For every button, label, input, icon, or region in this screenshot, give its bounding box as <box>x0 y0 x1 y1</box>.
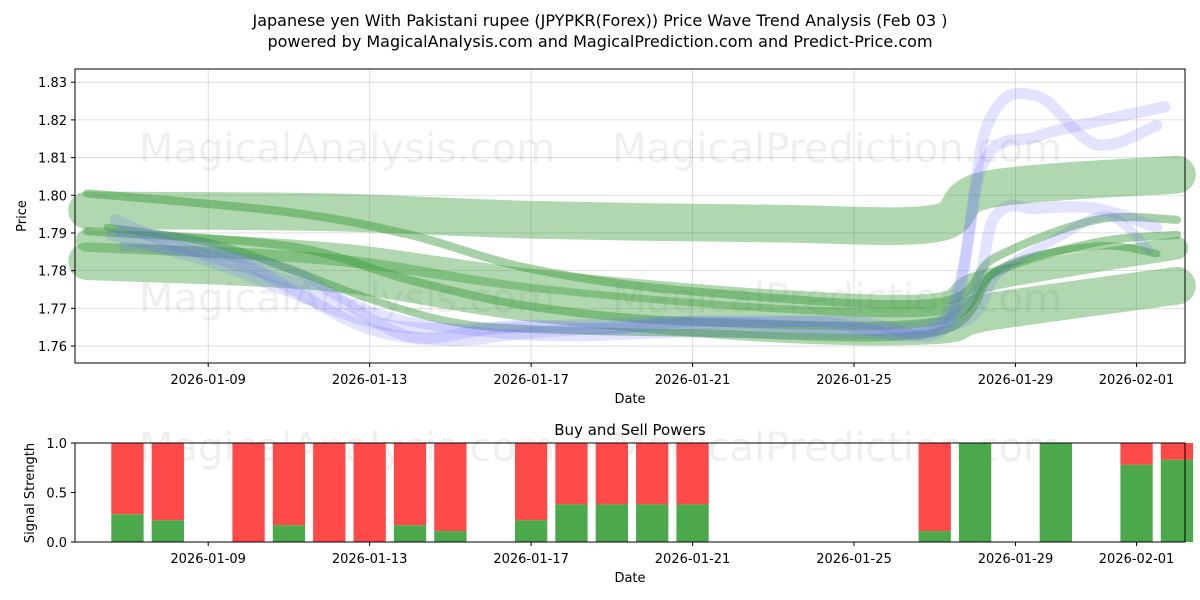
powers-x-axis-label: Date <box>614 571 645 586</box>
price-y-tick-label: 1.76 <box>38 340 67 355</box>
buy-power-bar <box>595 504 628 542</box>
price-x-tick-label: 2026-02-01 <box>1099 373 1175 388</box>
price-y-axis-label: Price <box>15 200 30 232</box>
wave-band-green-thin-3 <box>103 223 1161 342</box>
wave-band-blue-1 <box>109 101 1171 344</box>
buy-power-bar <box>393 525 427 542</box>
watermark-analysis-1: MagicalAnalysis.com <box>139 126 555 172</box>
sell-power-bar <box>353 443 386 542</box>
powers-x-ticks: 2026-01-09 2026-01-13 2026-01-17 2026-01-21… <box>170 542 1174 567</box>
buy-power-bar <box>1039 443 1072 542</box>
price-y-tick-label: 1.82 <box>38 114 67 129</box>
wave-band-blue-2 <box>113 87 1163 347</box>
chart-subtitle: powered by MagicalAnalysis.com and Magic… <box>267 32 932 51</box>
chart-title: Japanese yen With Pakistani rupee (JPYPK… <box>252 11 948 30</box>
buy-power-bar <box>636 504 669 542</box>
buy-power-bar <box>1120 464 1153 542</box>
sell-power-bar <box>111 443 144 515</box>
powers-y-tick-label: 0.0 <box>46 536 67 551</box>
sell-power-bar <box>313 443 346 542</box>
sell-power-bar <box>595 443 628 505</box>
price-x-ticks: 2026-01-09 2026-01-13 2026-01-17 2026-01-21… <box>170 363 1174 388</box>
price-x-tick-label: 2026-01-13 <box>332 373 408 388</box>
buy-power-bar <box>1160 459 1194 542</box>
buy-power-bar <box>151 520 184 542</box>
sell-power-bar <box>151 443 184 521</box>
price-y-tick-label: 1.81 <box>38 152 67 167</box>
sell-power-bar <box>1160 443 1194 460</box>
sell-power-bar <box>232 443 265 542</box>
powers-x-tick-label: 2026-01-17 <box>493 552 569 567</box>
price-y-tick-label: 1.77 <box>38 302 67 317</box>
price-wave-series <box>68 87 1196 347</box>
sell-power-bar <box>393 443 427 526</box>
price-y-ticks: 1.76 1.77 1.78 1.79 1.80 1.81 1.82 1.83 <box>38 76 75 355</box>
price-x-tick-label: 2026-01-09 <box>170 373 246 388</box>
powers-x-tick-label: 2026-02-01 <box>1099 552 1175 567</box>
wave-band-blue-3 <box>105 199 1163 335</box>
price-plot-frame <box>74 68 1186 364</box>
sell-power-bar <box>676 443 709 505</box>
price-x-tick-label: 2026-01-29 <box>978 373 1054 388</box>
powers-bars <box>111 443 1194 542</box>
powers-y-ticks: 0.0 0.5 1.0 <box>46 437 75 551</box>
buy-power-bar <box>918 531 951 542</box>
price-watermarks: MagicalAnalysis.com MagicalPrediction.co… <box>139 126 1062 322</box>
wave-band-green-thin-1 <box>82 189 1182 309</box>
sell-power-bar <box>1120 443 1153 465</box>
price-x-tick-label: 2026-01-21 <box>655 373 731 388</box>
price-x-tick-label: 2026-01-25 <box>816 373 892 388</box>
price-y-tick-label: 1.83 <box>38 76 67 91</box>
buy-power-bar <box>958 443 992 542</box>
price-x-tick-label: 2026-01-17 <box>493 373 569 388</box>
sell-power-bar <box>918 443 951 532</box>
price-y-tick-label: 1.79 <box>38 227 67 242</box>
price-y-tick-label: 1.78 <box>38 265 67 280</box>
powers-x-tick-label: 2026-01-09 <box>170 552 246 567</box>
powers-x-tick-label: 2026-01-13 <box>332 552 408 567</box>
buy-power-bar <box>434 531 467 542</box>
powers-y-axis-label: Signal Strength <box>23 443 38 543</box>
buy-power-bar <box>272 525 306 542</box>
price-grid <box>75 69 1185 363</box>
sell-power-bar <box>514 443 548 521</box>
sell-power-bar <box>636 443 669 505</box>
wave-band-green-wide-upper <box>68 155 1196 246</box>
sell-power-bar <box>272 443 306 526</box>
powers-y-tick-label: 0.5 <box>46 487 67 502</box>
price-y-tick-label: 1.80 <box>38 189 67 204</box>
wave-band-blue-4 <box>118 211 1154 342</box>
price-x-axis-label: Date <box>614 392 645 407</box>
wave-band-green-thin-2 <box>82 226 1182 330</box>
powers-x-tick-label: 2026-01-21 <box>655 552 731 567</box>
wave-band-green-mid <box>75 229 1189 318</box>
powers-x-tick-label: 2026-01-25 <box>816 552 892 567</box>
powers-y-tick-label: 1.0 <box>46 437 67 452</box>
wave-band-green-wide-lower <box>68 242 1196 346</box>
buy-power-bar <box>514 520 548 542</box>
buy-power-bar <box>676 504 709 542</box>
watermark-analysis-2: MagicalAnalysis.com <box>139 276 555 322</box>
buy-power-bar <box>111 514 144 542</box>
watermark-prediction-1: MagicalPrediction.com <box>612 126 1062 172</box>
watermark-analysis-3: MagicalAnalysis.com <box>139 425 555 471</box>
powers-title: Buy and Sell Powers <box>554 421 706 439</box>
watermark-prediction-2: MagicalPrediction.com <box>612 276 1062 322</box>
buy-power-bar <box>555 504 588 542</box>
sell-power-bar <box>555 443 588 505</box>
sell-power-bar <box>434 443 467 532</box>
powers-x-tick-label: 2026-01-29 <box>978 552 1054 567</box>
